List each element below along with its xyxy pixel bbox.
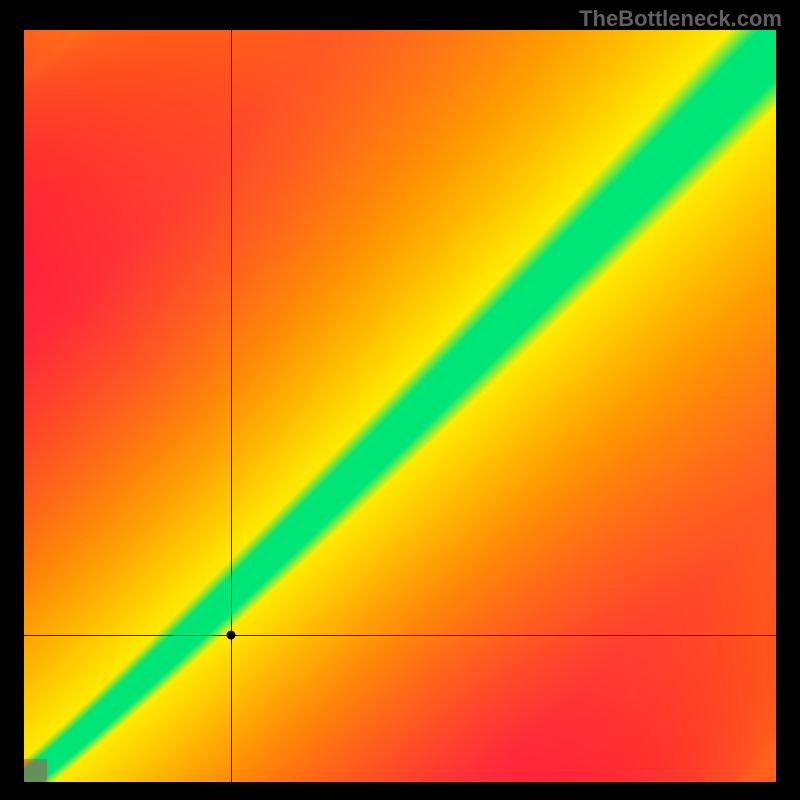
chart-container: TheBottleneck.com [0, 0, 800, 800]
crosshair-marker [226, 631, 235, 640]
heatmap-canvas [24, 30, 776, 782]
crosshair-horizontal [24, 635, 776, 636]
crosshair-vertical [231, 30, 232, 782]
watermark-text: TheBottleneck.com [579, 6, 782, 32]
plot-frame [24, 30, 776, 782]
